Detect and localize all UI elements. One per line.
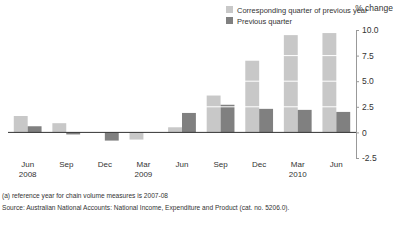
bar — [322, 33, 336, 132]
tick-label: -2.5 — [362, 153, 377, 163]
bar — [52, 123, 66, 132]
bar-series — [14, 33, 337, 139]
tick-label: Jun — [176, 160, 189, 169]
bar — [221, 105, 235, 133]
tick-mark — [356, 81, 359, 82]
x-axis: Jun2008 Sep Dec Mar2009 Jun Sep Dec Mar2010 Jun — [19, 160, 343, 179]
legend-label: Previous quarter — [237, 17, 293, 26]
tick-mark — [356, 107, 359, 108]
legend: Corresponding quarter of previous year Pr… — [226, 6, 368, 26]
tick-label: Sep — [213, 160, 228, 169]
tick-mark — [356, 132, 359, 133]
tick-label: 0 — [362, 128, 367, 138]
bar — [105, 132, 119, 140]
grid-line — [8, 106, 356, 107]
bar — [168, 127, 182, 132]
legend-label: Corresponding quarter of previous year — [237, 6, 368, 15]
grid-line — [8, 55, 356, 56]
tick-mark — [356, 30, 359, 31]
bar — [28, 126, 42, 132]
plot-area — [8, 30, 356, 158]
tick-label: 10.0 — [362, 25, 379, 35]
tick-label: Mar2009 — [135, 160, 153, 179]
tick: 5.0 — [356, 76, 374, 86]
legend-swatch — [226, 17, 233, 24]
bar — [336, 112, 350, 132]
bar-series — [28, 105, 351, 141]
tick-label: Mar2010 — [289, 160, 307, 179]
legend-swatch — [226, 6, 233, 13]
bar — [259, 109, 273, 133]
bar — [207, 96, 221, 133]
zero-line — [8, 132, 356, 133]
tick-label: 2.5 — [362, 102, 374, 112]
chart: -2.502.55.07.510.0Jun2008SepDecMar2009Ju… — [0, 0, 397, 227]
grid-line — [8, 30, 356, 31]
tick-label: Jun — [330, 160, 343, 169]
bar — [130, 132, 144, 139]
tick: 7.5 — [356, 51, 374, 61]
bar — [14, 116, 28, 132]
tick-mark — [356, 158, 359, 159]
tick: -2.5 — [356, 153, 377, 163]
grid-line — [8, 81, 356, 82]
bar — [298, 110, 312, 133]
tick: 10.0 — [356, 25, 379, 35]
bar — [284, 35, 298, 132]
tick: 2.5 — [356, 102, 374, 112]
axis-line — [357, 31, 360, 159]
tick-mark — [356, 56, 359, 57]
grid-line — [8, 158, 356, 159]
bar — [182, 113, 196, 132]
tick-label: 5.0 — [362, 76, 374, 86]
y-axis: -2.5 0 2.5 5.0 7.5 10.0 — [356, 25, 379, 163]
grid — [8, 30, 356, 158]
bar — [245, 61, 259, 133]
tick-label: Dec — [252, 160, 266, 169]
tick-label: Dec — [98, 160, 112, 169]
tick: 0 — [356, 128, 367, 138]
footnote: Source: Australian National Accounts: Na… — [2, 204, 290, 212]
tick-label: 7.5 — [362, 51, 374, 61]
tick-label: Jun2008 — [19, 160, 37, 179]
tick-label: Sep — [59, 160, 74, 169]
footnote: (a) reference year for chain volume meas… — [2, 192, 168, 200]
